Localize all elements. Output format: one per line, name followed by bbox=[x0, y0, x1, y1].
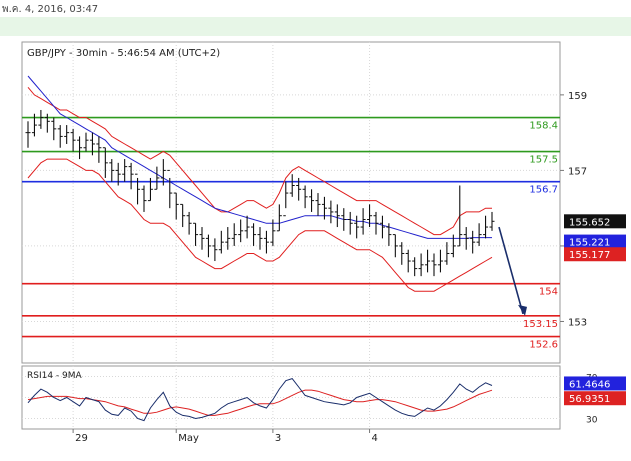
rsi-badge-label: 61.4646 bbox=[569, 379, 610, 390]
x-tick-label: 29 bbox=[75, 433, 88, 444]
rsi-badge-label: 56.9351 bbox=[569, 394, 610, 405]
rsi-badge bbox=[564, 391, 626, 406]
x-tick-label: 4 bbox=[372, 433, 378, 444]
moving-average-line bbox=[27, 75, 492, 239]
y-tick-label: 153 bbox=[568, 317, 587, 328]
y-tick-label: 157 bbox=[568, 166, 587, 177]
main-panel-frame bbox=[21, 41, 561, 364]
price-badge-label: 155.652 bbox=[569, 217, 610, 228]
level-label: 153.15 bbox=[523, 319, 558, 330]
y-tick-label: 159 bbox=[568, 91, 587, 102]
price-badge bbox=[564, 214, 626, 229]
level-label: 157.5 bbox=[529, 155, 558, 166]
price-badge-label: 155.177 bbox=[569, 250, 610, 261]
level-label: 158.4 bbox=[529, 121, 558, 132]
date-bar bbox=[0, 17, 631, 36]
rsi-line bbox=[27, 378, 493, 422]
rsi-tick-label: 30 bbox=[586, 416, 598, 426]
price-badge-label: 155.221 bbox=[569, 238, 610, 249]
rsi-badge bbox=[564, 376, 626, 391]
level-label: 156.7 bbox=[529, 185, 558, 196]
projection-arrow-head bbox=[518, 304, 527, 316]
header-area: พ.ค. 4, 2016, 03:47 bbox=[0, 0, 631, 36]
date-label: พ.ค. 4, 2016, 03:47 bbox=[2, 4, 99, 15]
x-tick-label: May bbox=[178, 433, 199, 444]
rsi-panel-label: RSI14 - 9MA bbox=[27, 371, 83, 381]
price-badge bbox=[564, 234, 626, 249]
price-badge bbox=[564, 247, 626, 262]
projection-arrow bbox=[498, 226, 524, 315]
bollinger-upper bbox=[27, 86, 492, 236]
level-label: 152.6 bbox=[529, 340, 558, 351]
rsi-panel-frame bbox=[21, 365, 561, 430]
chart-title: GBP/JPY - 30min - 5:46:54 AM (UTC+2) bbox=[27, 48, 220, 59]
bollinger-lower bbox=[27, 158, 493, 292]
level-label: 154 bbox=[539, 287, 558, 298]
x-tick-label: 3 bbox=[275, 433, 281, 444]
rsi-ma-line bbox=[27, 389, 493, 416]
